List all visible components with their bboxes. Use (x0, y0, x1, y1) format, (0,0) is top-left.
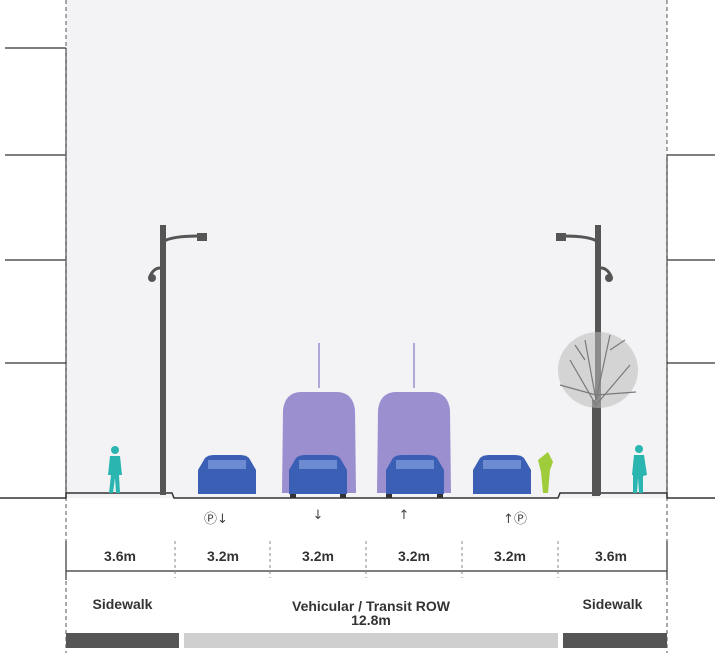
roadway-width-label: 12.8m (351, 612, 391, 628)
car-northbound (386, 455, 444, 494)
lane-symbol-northbound: ↑ (398, 508, 410, 523)
left-sidewalk-label: Sidewalk (92, 596, 153, 612)
right-building (666, 154, 715, 498)
wheels (290, 494, 443, 498)
roadway-label: Vehicular / Transit ROW (292, 598, 450, 614)
dimension-ticks (174, 541, 559, 578)
car-southbound (289, 455, 347, 494)
right-sidewalk-label: Sidewalk (582, 596, 643, 612)
ground-line (0, 492, 715, 499)
pedestrian-left (108, 446, 122, 493)
left-building (5, 47, 67, 498)
lane-symbol-parking-southbound: Ⓟ↓ (204, 512, 228, 527)
shrub (538, 452, 553, 493)
dimension-lane-1: 3.2m (207, 548, 239, 564)
dimension-lane-4: 3.2m (494, 548, 526, 564)
dimension-sidewalk-left: 3.6m (104, 548, 136, 564)
dimension-lane-3: 3.2m (398, 548, 430, 564)
dimension-sidewalk-right: 3.6m (595, 548, 627, 564)
street-canyon-background (66, 0, 667, 498)
dimension-lane-2: 3.2m (302, 548, 334, 564)
left-street-light (148, 225, 207, 495)
car-parked-left (198, 455, 256, 494)
right-sidewalk-bar (563, 633, 667, 648)
roadway-bar (184, 633, 558, 648)
pedestrian-right (632, 445, 647, 493)
lane-symbol-southbound: ↓ (312, 508, 324, 523)
street-tree (558, 332, 638, 496)
lane-symbol-parking-northbound: ↑Ⓟ (503, 512, 527, 527)
left-sidewalk-bar (66, 633, 179, 648)
car-parked-right (473, 455, 531, 494)
